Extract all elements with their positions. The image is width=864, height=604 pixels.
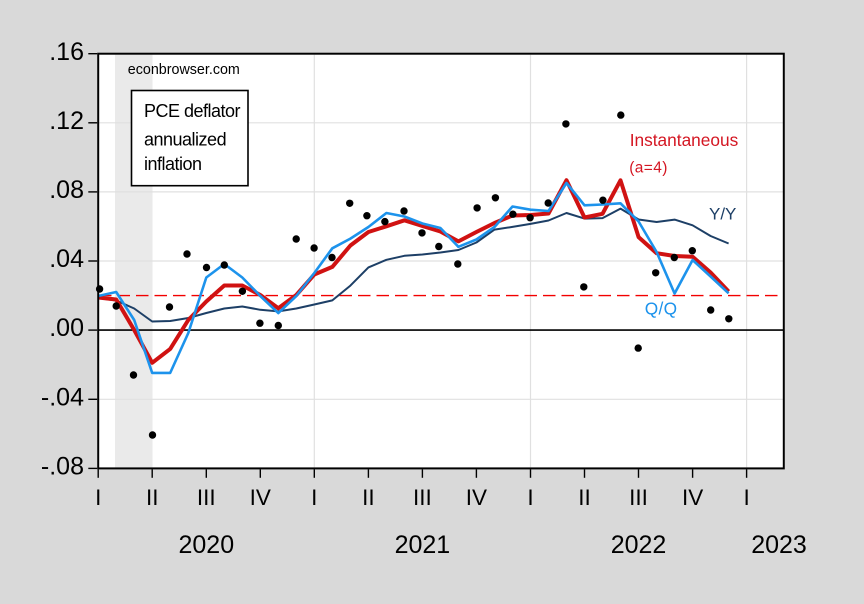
svg-text:II: II <box>362 485 375 510</box>
svg-text:inflation: inflation <box>144 154 202 174</box>
svg-text:2022: 2022 <box>611 531 667 559</box>
svg-text:.12: .12 <box>49 107 84 135</box>
svg-text:-.04: -.04 <box>41 383 84 411</box>
svg-text:I: I <box>95 485 101 510</box>
svg-text:III: III <box>629 485 648 510</box>
svg-text:-.08: -.08 <box>41 453 84 481</box>
svg-text:.00: .00 <box>49 314 84 342</box>
svg-text:I: I <box>743 485 749 510</box>
svg-text:.08: .08 <box>49 176 84 204</box>
svg-text:IV: IV <box>682 485 703 510</box>
svg-text:econbrowser.com: econbrowser.com <box>128 62 240 78</box>
svg-text:annualized: annualized <box>144 130 226 150</box>
svg-text:II: II <box>578 485 591 510</box>
svg-text:2023: 2023 <box>751 531 807 559</box>
svg-text:Y/Y: Y/Y <box>709 205 736 224</box>
svg-text:III: III <box>197 485 216 510</box>
svg-text:III: III <box>413 485 432 510</box>
svg-text:.16: .16 <box>49 38 84 66</box>
svg-text:IV: IV <box>466 485 487 510</box>
svg-text:(a=4): (a=4) <box>629 160 668 177</box>
svg-text:2021: 2021 <box>395 531 451 559</box>
svg-text:PCE deflator: PCE deflator <box>144 101 241 121</box>
svg-text:I: I <box>311 485 317 510</box>
svg-text:IV: IV <box>250 485 271 510</box>
svg-text:Q/Q: Q/Q <box>645 299 678 319</box>
svg-text:Instantaneous: Instantaneous <box>630 130 739 150</box>
svg-text:.04: .04 <box>49 245 84 273</box>
svg-text:II: II <box>146 485 159 510</box>
svg-text:2020: 2020 <box>178 531 234 559</box>
svg-text:I: I <box>527 485 533 510</box>
